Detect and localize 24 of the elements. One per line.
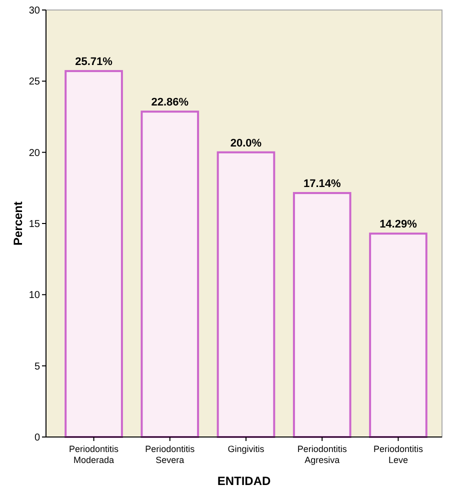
x-axis-title: ENTIDAD — [217, 474, 271, 488]
bar — [64, 70, 123, 438]
x-tick-label: Periodontitis Severa — [145, 444, 196, 465]
y-tick-label: 30 — [28, 6, 40, 16]
bar — [216, 151, 276, 438]
x-tick-label: Periodontitis Agresiva — [297, 444, 348, 465]
x-tick-label: Periodontitis Leve — [373, 444, 424, 465]
x-tick-label: Gingivitis — [228, 444, 265, 454]
y-axis-title: Percent — [11, 201, 25, 246]
y-tick-label: 5 — [34, 361, 40, 372]
y-tick-label: 25 — [28, 76, 40, 88]
bar — [292, 192, 352, 438]
x-tick-label: Periodontitis Moderada — [69, 444, 120, 465]
data-label: 22.86% — [151, 96, 189, 109]
data-label: 14.29% — [380, 218, 418, 231]
data-label: 17.14% — [303, 178, 341, 190]
bar — [140, 110, 200, 438]
data-label: 25.71% — [75, 56, 113, 68]
y-tick-label: 0 — [34, 432, 40, 444]
y-tick-label: 10 — [28, 290, 40, 302]
data-label: 20.0% — [230, 137, 262, 150]
bar — [369, 232, 428, 438]
y-tick-label: 20 — [28, 148, 40, 159]
y-tick-label: 15 — [28, 219, 40, 230]
